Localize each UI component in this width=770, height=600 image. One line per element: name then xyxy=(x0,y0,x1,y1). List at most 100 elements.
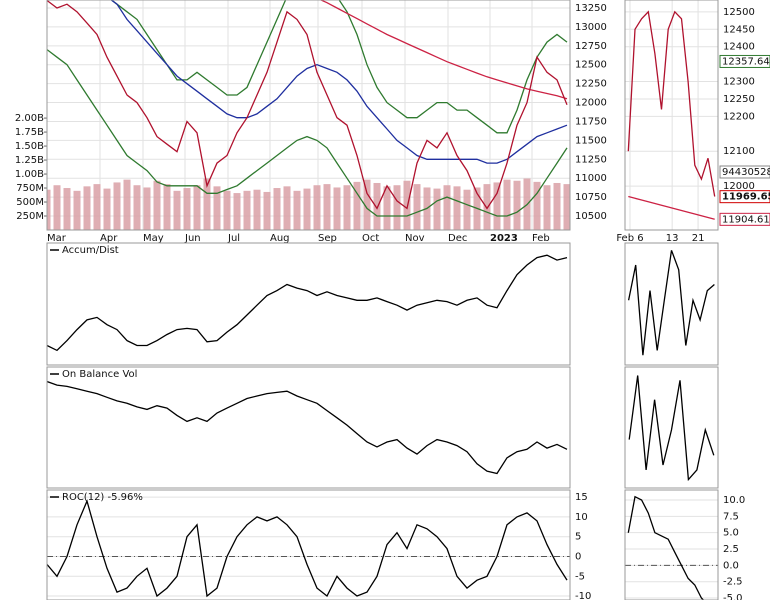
y-tick-label: 12000 xyxy=(575,98,607,109)
series-line xyxy=(627,10,716,197)
value-label: 11904.61 xyxy=(722,214,770,225)
plot-area xyxy=(625,0,718,230)
volume-bar xyxy=(47,189,51,230)
x-tick-label: Sep xyxy=(318,233,337,244)
volume-label: 94430528 xyxy=(722,167,770,178)
y-tick-label: 12250 xyxy=(575,79,607,90)
panel-frame xyxy=(624,366,719,489)
y-tick-label: 10500 xyxy=(575,211,607,222)
volume-bar xyxy=(153,180,161,230)
y-tick-label: 7.5 xyxy=(723,511,739,522)
volume-bar xyxy=(543,185,551,230)
series-line xyxy=(627,495,705,600)
volume-bar xyxy=(293,190,301,230)
panel-background xyxy=(47,367,570,488)
series-line xyxy=(47,499,568,598)
value-box xyxy=(719,190,770,204)
y-tick-label: 12500 xyxy=(575,60,607,71)
volume-bar xyxy=(403,180,411,230)
value-box xyxy=(719,54,770,68)
y-tick-label: 13000 xyxy=(575,22,607,33)
y-tick-label: 10.0 xyxy=(723,495,745,506)
panel-title: On Balance Vol xyxy=(62,369,137,380)
volume-bar xyxy=(113,182,121,230)
volume-bar xyxy=(103,188,111,230)
panel-background xyxy=(47,490,570,600)
volume-bar xyxy=(533,181,541,230)
y-tick-label: -10 xyxy=(575,591,591,600)
panel-background xyxy=(47,243,570,365)
volume-bar xyxy=(343,185,351,230)
series-line xyxy=(628,375,715,482)
volume-bar xyxy=(273,188,281,230)
volume-bar xyxy=(193,185,201,230)
volume-bar xyxy=(183,188,191,230)
volume-bar xyxy=(433,188,441,230)
y-tick-label: 12250 xyxy=(723,94,755,105)
series-line xyxy=(47,49,568,217)
x-tick-label: Feb 6 xyxy=(616,233,643,244)
panel-background xyxy=(625,243,718,365)
volume-bar xyxy=(223,190,231,230)
volume-bar xyxy=(133,185,141,230)
y-tick-label: 0 xyxy=(575,551,581,562)
y-tick-label: 11750 xyxy=(575,116,607,127)
y-tick-label: 12000 xyxy=(723,181,755,192)
volume-bar xyxy=(303,188,311,230)
series-line xyxy=(627,250,715,356)
volume-bar xyxy=(203,178,211,230)
y-tick-label: 13250 xyxy=(575,3,607,14)
y-tick-label: 12450 xyxy=(723,24,755,35)
y-tick-label: 11000 xyxy=(575,173,607,184)
volume-bar xyxy=(283,186,291,230)
x-tick-label: Dec xyxy=(448,233,467,244)
x-tick-label: Jul xyxy=(227,233,240,244)
volume-bar xyxy=(73,190,81,230)
panel-frame xyxy=(46,0,571,231)
panel-title: Accum/Dist xyxy=(62,245,119,256)
volume-bar xyxy=(233,193,241,230)
series-line xyxy=(628,195,715,220)
volume-bar xyxy=(213,186,221,230)
y-tick-label: 15 xyxy=(575,492,588,503)
volume-bar xyxy=(313,185,321,230)
y2-tick-label: 2.00B xyxy=(15,113,44,124)
panel-frame xyxy=(624,242,719,366)
x-tick-label: Nov xyxy=(405,233,425,244)
y-tick-label: 10750 xyxy=(575,192,607,203)
y-tick-label: -2.5 xyxy=(723,577,743,588)
y-tick-label: 12200 xyxy=(723,111,755,122)
y2-tick-label: 500M xyxy=(16,197,44,208)
volume-bar xyxy=(323,184,331,230)
volume-bar xyxy=(373,182,381,230)
series-line xyxy=(110,0,568,134)
y-tick-label: 12100 xyxy=(723,146,755,157)
panel-frame xyxy=(624,489,719,600)
panel-title: ROC(12) -5.96% xyxy=(62,492,143,503)
y-tick-label: 10 xyxy=(575,512,588,523)
y-tick-label: 5.0 xyxy=(723,528,739,539)
series-line xyxy=(47,0,568,210)
volume-bar xyxy=(63,188,71,230)
y-tick-label: -5.0 xyxy=(723,593,743,600)
plot-area xyxy=(47,496,570,598)
volume-bar xyxy=(173,190,181,230)
x-tick-label: 2023 xyxy=(490,233,518,244)
volume-bar xyxy=(123,179,131,230)
x-tick-label: Jun xyxy=(184,233,201,244)
volume-bar xyxy=(53,185,61,230)
series-line xyxy=(319,0,568,100)
volume-bar xyxy=(243,190,251,230)
x-tick-label: Mar xyxy=(47,233,67,244)
panel-frame xyxy=(46,242,571,366)
x-tick-label: May xyxy=(143,233,164,244)
y-tick-label: 12500 xyxy=(723,7,755,18)
y-tick-label: -5 xyxy=(575,571,585,582)
volume-bar xyxy=(483,184,491,230)
y2-tick-label: 1.50B xyxy=(15,141,44,152)
y2-tick-label: 1.00B xyxy=(15,169,44,180)
volume-bar xyxy=(363,179,371,230)
value-label: 12357.64 xyxy=(722,56,770,67)
series-line xyxy=(110,0,568,164)
